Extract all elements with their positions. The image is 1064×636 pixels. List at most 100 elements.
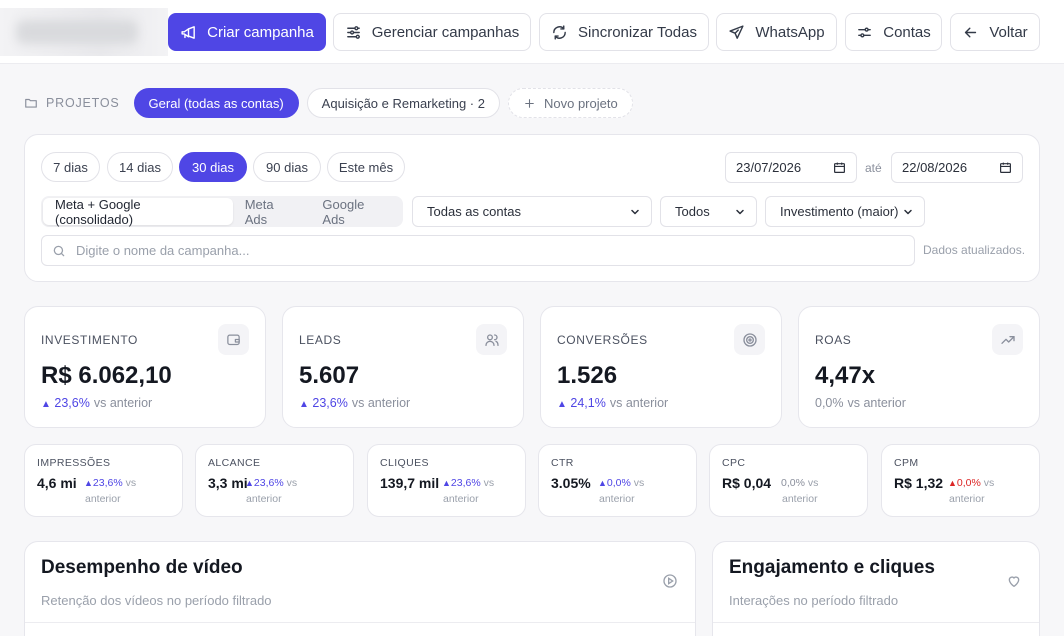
metric-value: 3.05% [551,475,591,491]
platform-meta-ads[interactable]: Meta Ads [244,196,274,227]
wallet-icon [218,324,249,355]
metric-label: IMPRESSÕES [37,457,111,469]
metric-delta: ▲0,0% vs [598,477,645,489]
search-icon [52,244,66,258]
sync-all-button[interactable]: Sincronizar Todas [539,13,709,51]
users-icon [476,324,507,355]
play-circle-icon [662,573,678,589]
trend-arrow-icon: ▲ [41,399,51,410]
date-to-input[interactable]: 22/08/2026 [891,152,1023,183]
back-button[interactable]: Voltar [950,13,1040,51]
metric-card-cpc: CPC R$ 0,04 0,0% vs anterior [709,444,868,517]
metric-label: CPC [722,457,746,469]
kpi-card-investimento: INVESTIMENTO R$ 6.062,10 ▲ 23,6% vs anterio… [24,306,266,428]
metric-delta-caption: anterior [443,493,479,505]
trend-arrow-icon: ▲ [84,478,93,488]
period-90-days[interactable]: 90 dias [253,152,321,182]
metric-value: 139,7 mil [380,475,440,491]
kpi-delta: ▲ 23,6% vs anterior [299,396,410,410]
sort-select[interactable]: Investimento (maior) [765,196,925,227]
date-to-value: 22/08/2026 [902,160,968,175]
sliders-icon [345,24,362,41]
manage-campaigns-button[interactable]: Gerenciar campanhas [333,13,531,51]
video-performance-subtitle: Retenção dos vídeos no período filtrado [41,593,272,608]
kpi-delta: 0,0% vs anterior [815,396,906,410]
metric-card-cliques: CLIQUES 139,7 mil ▲23,6% vs anterior [367,444,526,517]
metric-label: CLIQUES [380,457,429,469]
kpi-card-roas: ROAS 4,47x 0,0% vs anterior [798,306,1040,428]
platform-consolidated[interactable]: Meta + Google (consolidado) [43,197,233,227]
trend-arrow-icon: ▲ [245,478,254,488]
folder-icon [24,96,38,110]
metric-delta-caption: anterior [85,493,121,505]
metric-label: CPM [894,457,919,469]
kpi-delta-caption: vs anterior [351,396,411,410]
kpi-delta-caption: vs anterior [609,396,669,410]
data-updated-status: Dados atualizados. [923,243,1026,257]
project-pill-general[interactable]: Geral (todas as contas) [133,88,299,118]
status-select[interactable]: Todos [660,196,757,227]
accounts-settings-icon [856,24,873,41]
date-from-value: 23/07/2026 [736,160,802,175]
account-select[interactable]: Todas as contas [412,196,652,227]
new-project-label: Novo projeto [543,95,618,111]
sort-select-value: Investimento (maior) [780,204,899,219]
metric-card-ctr: CTR 3.05% ▲0,0% vs anterior [538,444,697,517]
platform-google-ads[interactable]: Google Ads [322,196,365,227]
metric-card-cpm: CPM R$ 1,32 ▲0,0% vs anterior [881,444,1040,517]
kpi-label: INVESTIMENTO [41,333,138,347]
chevron-down-icon [734,206,746,218]
search-placeholder: Digite o nome da campanha... [76,243,250,258]
date-from-input[interactable]: 23/07/2026 [725,152,857,183]
panel-divider [25,622,695,623]
kpi-card-conversoes: CONVERSÕES 1.526 ▲ 24,1% vs anterior [540,306,782,428]
create-campaign-button[interactable]: Criar campanha [168,13,326,51]
sync-all-label: Sincronizar Todas [578,23,697,41]
metric-delta: ▲23,6% vs [84,477,137,489]
projects-row: PROJETOS Geral (todas as contas) Aquisiç… [24,88,641,118]
project-pill-acquisition[interactable]: Aquisição e Remarketing · 2 [306,88,500,118]
trend-arrow-icon: ▲ [948,478,957,488]
kpi-value: 4,47x [815,362,876,389]
kpi-label: CONVERSÕES [557,333,648,347]
period-7-days[interactable]: 7 dias [41,152,100,182]
metric-card-impressoes: IMPRESSÕES 4,6 mi ▲23,6% vs anterior [24,444,183,517]
engagement-clicks-panel: Engajamento e cliques Interações no perí… [712,541,1040,636]
create-campaign-label: Criar campanha [207,23,314,41]
trend-arrow-icon: ▲ [598,478,607,488]
period-14-days[interactable]: 14 dias [107,152,173,182]
trend-arrow-icon: ▲ [442,478,451,488]
kpi-delta-value: ▲ 23,6% [41,396,90,410]
kpi-delta-value: ▲ 24,1% [557,396,606,410]
projects-label: PROJETOS [46,96,120,110]
megaphone-icon [180,24,197,41]
period-30-days[interactable]: 30 dias [179,152,247,182]
trend-arrow-icon: ▲ [299,399,309,410]
new-project-button[interactable]: Novo projeto [507,88,633,118]
campaign-search-input[interactable]: Digite o nome da campanha... [41,235,915,266]
period-this-month[interactable]: Este mês [327,152,405,182]
heart-icon [1006,573,1022,589]
video-performance-title: Desempenho de vídeo [41,557,243,578]
metric-delta-caption: anterior [599,493,635,505]
arrow-left-icon [962,24,979,41]
status-select-value: Todos [675,204,710,219]
trending-up-icon [992,324,1023,355]
kpi-delta-value: ▲ 23,6% [299,396,348,410]
metric-delta-caption: anterior [949,493,985,505]
projects-heading: PROJETOS [24,96,120,110]
calendar-icon [833,161,846,174]
back-label: Voltar [989,23,1028,41]
filters-card: 7 dias 14 dias 30 dias 90 dias Este mês … [24,134,1040,282]
kpi-delta: ▲ 23,6% vs anterior [41,396,152,410]
metric-label: CTR [551,457,574,469]
trend-arrow-icon: ▲ [557,399,567,410]
kpi-label: ROAS [815,333,852,347]
metric-delta: ▲23,6% vs [442,477,495,489]
send-icon [728,24,745,41]
accounts-button[interactable]: Contas [845,13,942,51]
account-select-value: Todas as contas [427,204,521,219]
kpi-delta-value: 0,0% [815,396,844,410]
whatsapp-button[interactable]: WhatsApp [716,13,837,51]
video-performance-panel: Desempenho de vídeo Retenção dos vídeos … [24,541,696,636]
